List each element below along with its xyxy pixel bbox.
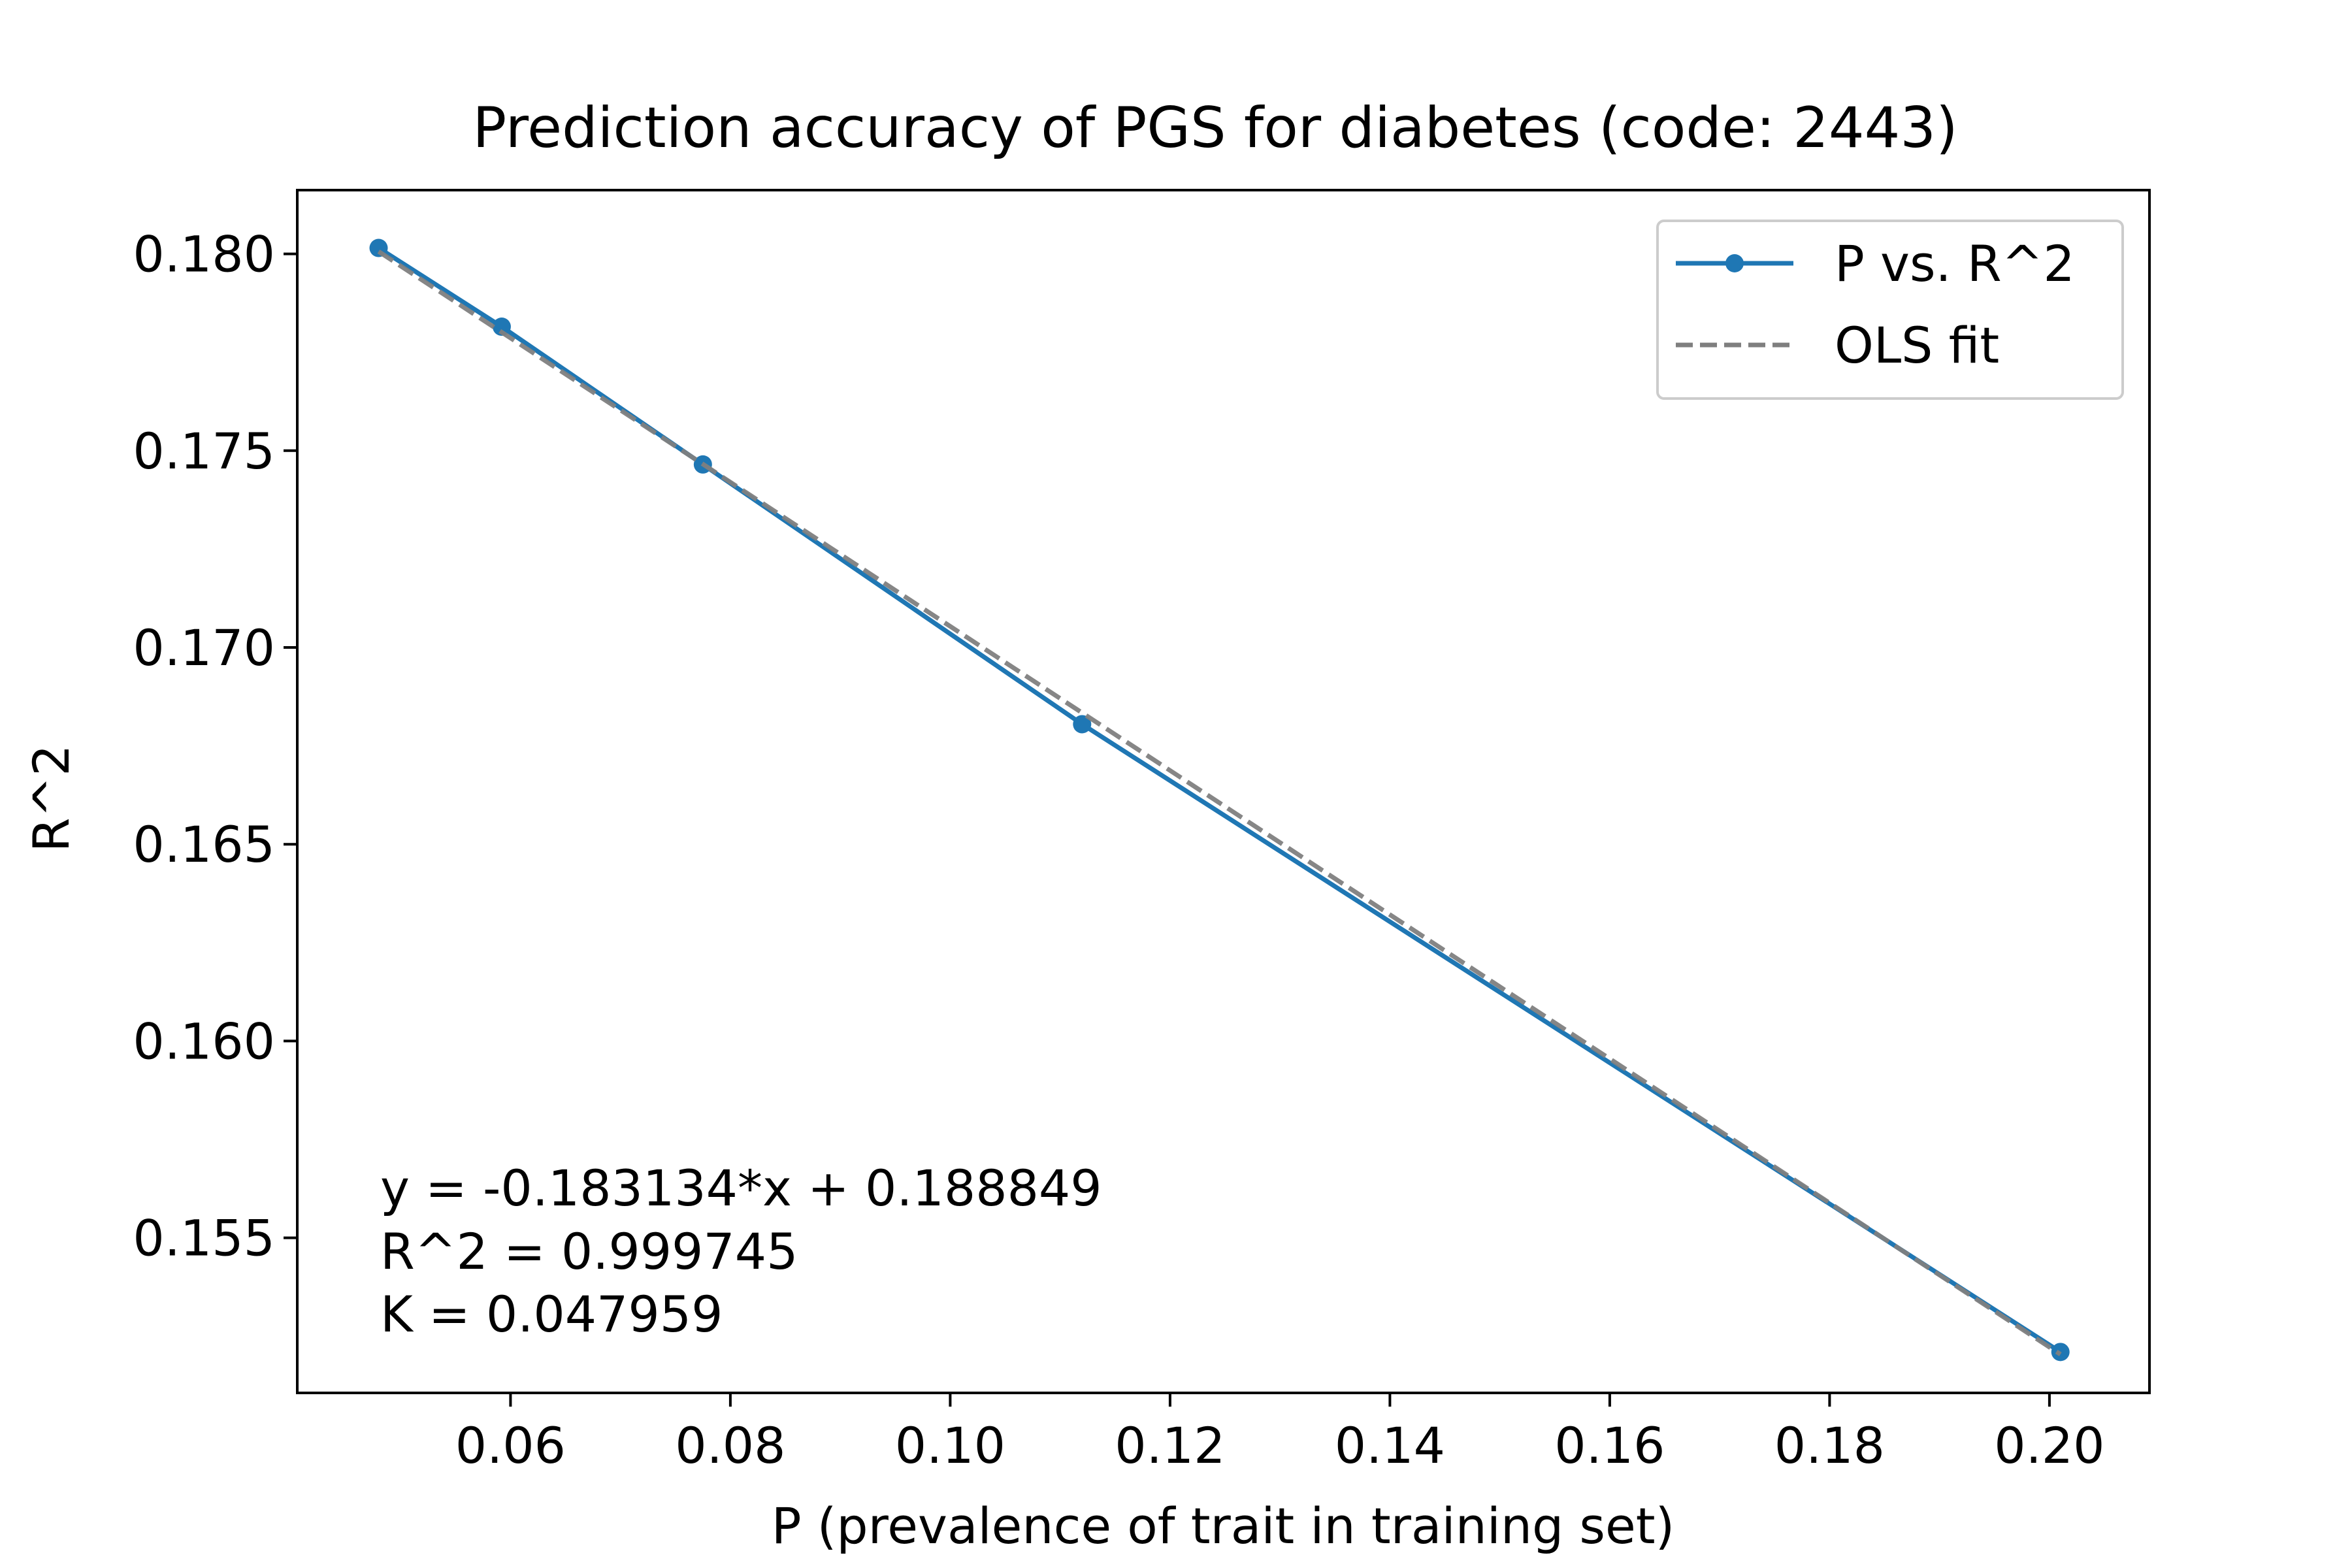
legend-label-ols-fit: OLS fit — [1835, 316, 1999, 374]
legend: P vs. R^2 OLS fit — [1656, 220, 2124, 400]
legend-marker-p-vs-r2 — [1725, 254, 1744, 272]
y-tick-label: 0.175 — [133, 422, 275, 480]
y-tick-label: 0.160 — [133, 1012, 275, 1070]
x-tick-label: 0.06 — [455, 1416, 566, 1475]
data-point — [492, 318, 511, 336]
x-tick-label: 0.14 — [1335, 1416, 1445, 1475]
axes-frame — [296, 189, 2151, 1394]
y-axis-ticks: 0.155 0.160 0.165 0.170 0.175 0.180 — [133, 225, 297, 1267]
annotation-r-squared: R^2 = 0.999745 — [380, 1222, 798, 1281]
y-tick-label: 0.165 — [133, 815, 275, 874]
ols-fit-line — [377, 250, 2062, 1356]
x-tick-label: 0.20 — [1994, 1416, 2104, 1475]
series-layer — [369, 238, 2070, 1362]
x-axis-label: P (prevalence of trait in training set) — [772, 1497, 1674, 1555]
legend-label-p-vs-r2: P vs. R^2 — [1835, 235, 2075, 293]
x-tick-label: 0.16 — [1554, 1416, 1665, 1475]
y-axis-label: R^2 — [22, 745, 80, 853]
y-tick-label: 0.180 — [133, 225, 275, 284]
x-axis-ticks: 0.06 0.08 0.10 0.12 0.14 0.16 0.18 0.20 — [455, 1393, 2105, 1475]
data-point — [1073, 715, 1092, 734]
annotation-k: K = 0.047959 — [380, 1285, 723, 1343]
fit-annotations: y = -0.183134*x + 0.188849 R^2 = 0.99974… — [380, 1159, 1102, 1343]
x-tick-label: 0.12 — [1115, 1416, 1225, 1475]
x-tick-label: 0.18 — [1774, 1416, 1885, 1475]
y-tick-label: 0.155 — [133, 1209, 275, 1267]
annotation-equation: y = -0.183134*x + 0.188849 — [380, 1159, 1102, 1217]
x-tick-label: 0.10 — [895, 1416, 1005, 1475]
x-tick-label: 0.08 — [675, 1416, 785, 1475]
chart-title: Prediction accuracy of PGS for diabetes … — [472, 95, 1957, 161]
y-tick-label: 0.170 — [133, 619, 275, 677]
